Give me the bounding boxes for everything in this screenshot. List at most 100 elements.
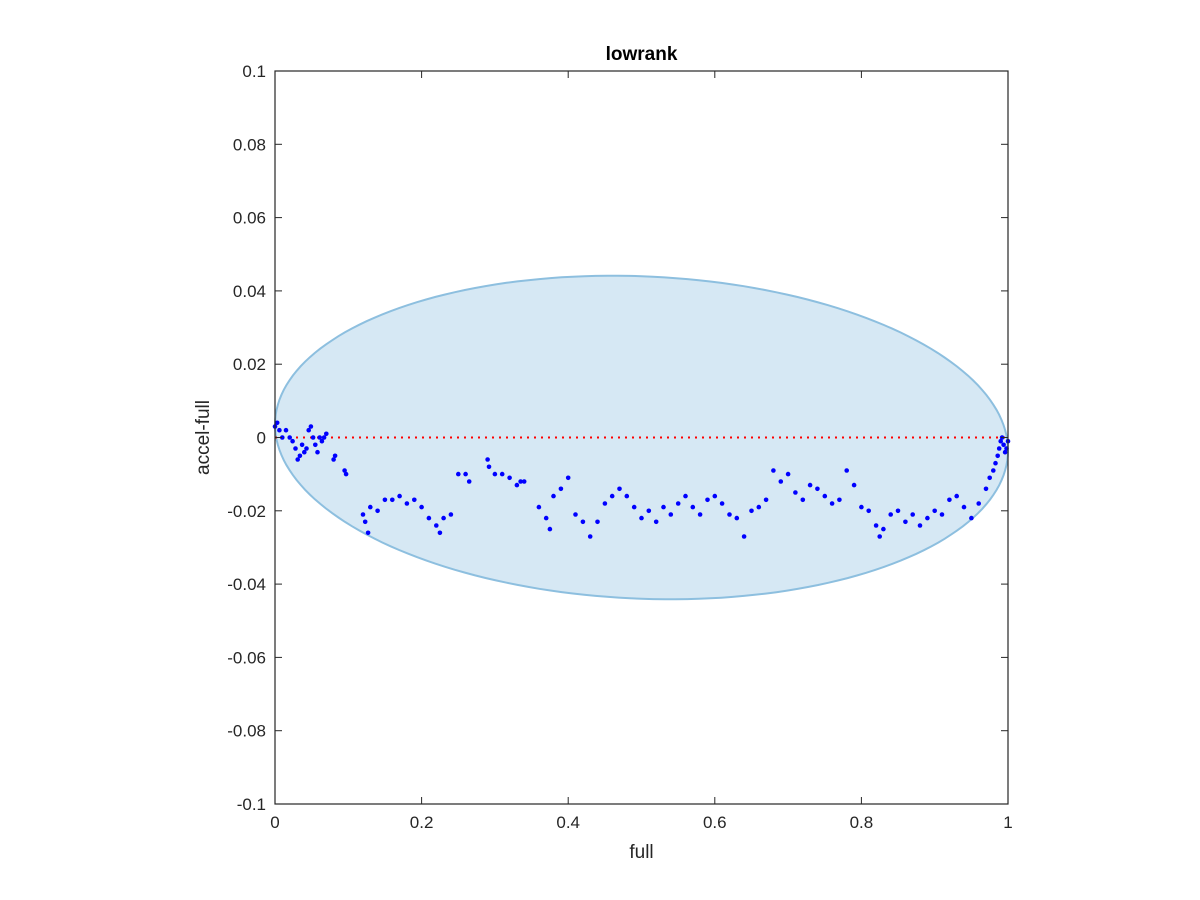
data-point xyxy=(595,519,600,525)
data-point xyxy=(844,468,849,473)
data-point xyxy=(866,508,871,514)
data-point xyxy=(859,504,864,510)
data-point xyxy=(441,515,446,521)
data-point xyxy=(565,475,571,481)
data-point xyxy=(815,486,820,492)
data-point xyxy=(547,526,553,532)
data-point xyxy=(360,512,366,517)
data-point xyxy=(807,482,813,488)
data-point xyxy=(499,471,505,477)
data-point xyxy=(609,493,615,499)
data-point xyxy=(404,501,410,506)
data-point xyxy=(302,449,307,455)
data-point xyxy=(277,427,282,433)
x-axis-label: full xyxy=(629,842,653,863)
data-point xyxy=(485,457,490,462)
data-point xyxy=(310,435,316,440)
data-point xyxy=(877,534,882,539)
data-point xyxy=(778,479,784,484)
x-tick-labels: 0 0.2 0.4 0.6 0.8 1 xyxy=(270,813,1012,832)
data-point xyxy=(675,501,681,506)
data-point xyxy=(653,519,659,525)
x-tick-label: 0.4 xyxy=(556,813,580,832)
data-point xyxy=(558,486,564,492)
data-point xyxy=(727,512,732,517)
data-point xyxy=(426,515,432,521)
data-point xyxy=(631,504,637,510)
data-point xyxy=(954,493,959,499)
data-point xyxy=(991,468,996,473)
x-tick-label: 1 xyxy=(1003,813,1012,832)
data-point xyxy=(287,435,293,440)
data-point xyxy=(419,504,424,510)
data-point xyxy=(551,493,556,499)
y-tick-label: 0.02 xyxy=(233,355,266,374)
data-point xyxy=(785,471,791,477)
data-point xyxy=(881,526,886,532)
data-point xyxy=(331,457,336,462)
data-point xyxy=(280,435,285,440)
data-point xyxy=(382,497,388,503)
data-point xyxy=(518,479,523,484)
data-point xyxy=(741,534,747,539)
y-tick-labels: -0.1 -0.08 -0.06 -0.04 -0.02 0 0.02 0.04 0.06 0.0… xyxy=(227,62,266,814)
data-point xyxy=(932,508,937,514)
data-point xyxy=(283,427,289,433)
y-tick-label: 0.06 xyxy=(233,209,266,228)
data-point xyxy=(317,435,323,440)
data-point xyxy=(851,482,857,488)
data-point xyxy=(993,460,998,466)
data-point xyxy=(290,438,295,444)
data-point xyxy=(925,515,930,521)
data-point xyxy=(543,515,549,521)
data-point xyxy=(304,446,309,451)
data-point xyxy=(917,523,923,528)
data-point xyxy=(961,504,967,510)
y-tick-label: 0 xyxy=(257,429,266,448)
data-point xyxy=(888,512,893,517)
data-point xyxy=(822,493,828,499)
data-point xyxy=(521,479,527,484)
data-point xyxy=(332,453,338,459)
data-point xyxy=(998,438,1003,444)
data-point xyxy=(437,530,443,536)
data-point xyxy=(1001,442,1006,448)
y-tick-label: -0.1 xyxy=(237,795,266,814)
data-point xyxy=(486,464,492,470)
x-tick-label: 0.2 xyxy=(410,813,434,832)
data-point xyxy=(573,512,578,517)
y-axis-label: accel-full xyxy=(193,400,214,475)
data-point xyxy=(996,446,1002,451)
data-point xyxy=(536,504,542,510)
data-point xyxy=(313,442,318,448)
data-point xyxy=(362,519,368,525)
y-tick-label: 0.1 xyxy=(242,62,266,81)
data-point xyxy=(690,504,696,510)
data-point xyxy=(580,519,586,525)
data-point xyxy=(466,479,472,484)
data-point xyxy=(939,512,945,517)
chart-title: lowrank xyxy=(606,44,678,65)
data-point xyxy=(995,453,1000,459)
data-point xyxy=(299,442,305,448)
data-point xyxy=(947,497,952,503)
data-point xyxy=(293,446,298,451)
data-point xyxy=(712,493,718,499)
data-point xyxy=(297,453,303,459)
data-point xyxy=(390,497,395,503)
axis-ticks xyxy=(274,70,1009,805)
data-point xyxy=(734,515,740,521)
data-point xyxy=(448,512,454,517)
data-point xyxy=(639,515,644,521)
data-point xyxy=(602,501,608,506)
data-point xyxy=(1002,449,1008,455)
data-point xyxy=(976,501,981,506)
data-point xyxy=(365,530,371,536)
y-tick-label: 0.08 xyxy=(233,135,266,154)
data-point xyxy=(456,471,461,477)
data-point xyxy=(321,435,327,440)
x-tick-label: 0.6 xyxy=(703,813,727,832)
data-point xyxy=(514,482,520,488)
data-point xyxy=(705,497,710,503)
data-point xyxy=(315,449,320,455)
